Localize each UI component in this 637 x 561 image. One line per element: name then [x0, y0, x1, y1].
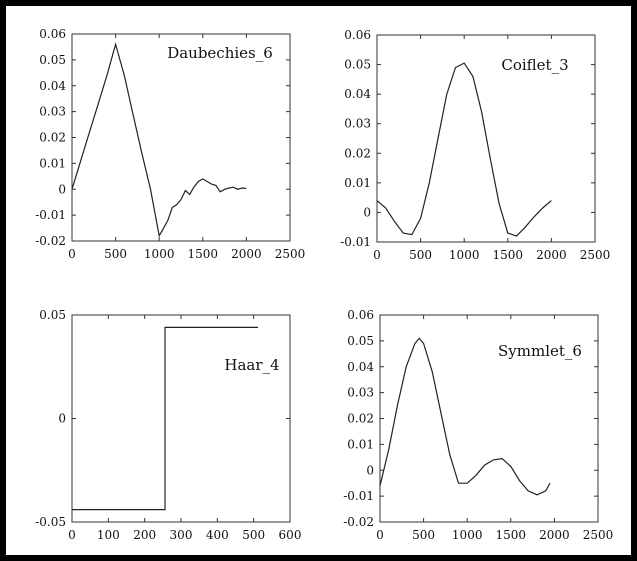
y-tick-label: -0.05	[35, 515, 66, 529]
x-tick-label: 1500	[493, 248, 524, 262]
wavelet-name-label: Symmlet_6	[498, 342, 582, 360]
plot-4: 0 500 1000 1500 2000 2500 -0.02 -0.01 0 0.01 0.02 0…	[343, 308, 613, 542]
x-tick-label: 0	[68, 528, 76, 542]
y-tick-label: 0.03	[344, 117, 371, 131]
x-tick-label: 300	[170, 528, 193, 542]
x-tick-label: 100	[97, 528, 120, 542]
x-tick-label: 1500	[188, 247, 219, 261]
series-line	[72, 326, 258, 511]
x-tick-label: 0	[373, 248, 381, 262]
x-tick-label: 200	[133, 528, 156, 542]
y-tick-label: 0.03	[39, 105, 66, 119]
y-tick-label: 0.06	[347, 308, 374, 322]
plot-frame	[71, 314, 291, 523]
x-tick-label: 500	[104, 247, 127, 261]
wavelet-name-label: Coiflet_3	[501, 56, 568, 74]
y-tick-label: 0.04	[344, 87, 371, 101]
y-tick-label: 0.01	[347, 437, 374, 451]
y-tick-label: 0.02	[347, 412, 374, 426]
x-tick-label: 2000	[539, 528, 570, 542]
x-tick-label: 1000	[452, 528, 483, 542]
x-tick-label: 2500	[580, 248, 611, 262]
x-tick-label: 2500	[275, 247, 306, 261]
y-tick-label: 0	[58, 412, 66, 426]
y-tick-label: 0.04	[39, 79, 66, 93]
y-tick-label: -0.01	[343, 489, 374, 503]
y-tick-label: 0.05	[347, 334, 374, 348]
y-tick-label: 0.02	[39, 131, 66, 145]
series-line	[376, 62, 552, 237]
plot-frame	[71, 33, 291, 242]
y-tick-label: 0.05	[39, 308, 66, 322]
series-line	[379, 337, 551, 496]
y-tick-label: 0.06	[39, 27, 66, 41]
x-tick-label: 1500	[496, 528, 527, 542]
x-tick-label: 400	[206, 528, 229, 542]
y-tick-label: 0.04	[347, 360, 374, 374]
x-tick-label: 500	[242, 528, 265, 542]
x-tick-label: 0	[376, 528, 384, 542]
plot-2: 0 500 1000 1500 2000 2500-0.0100.010.020.030.…	[340, 28, 610, 262]
x-tick-label: 2500	[583, 528, 614, 542]
wavelet-name-label: Daubechies_6	[167, 44, 273, 62]
series-line	[71, 42, 247, 238]
y-tick-label: 0	[363, 205, 371, 219]
plot-1: 0 500 1000 1500 2000 2500 -0.02 -0.01 0 0.01 0.02 0…	[35, 27, 305, 261]
y-tick-label: 0	[58, 182, 66, 196]
wavelet-name-label: Haar_4	[224, 356, 279, 374]
x-tick-label: 0	[68, 247, 76, 261]
y-tick-label: 0.01	[344, 176, 371, 190]
y-tick-label: 0.01	[39, 156, 66, 170]
x-tick-label: 1000	[144, 247, 175, 261]
y-tick-label: 0.02	[344, 146, 371, 160]
x-tick-label: 2000	[536, 248, 567, 262]
y-tick-label: -0.01	[35, 208, 66, 222]
y-tick-label: 0.03	[347, 386, 374, 400]
x-tick-label: 600	[279, 528, 302, 542]
x-tick-label: 2000	[231, 247, 262, 261]
y-tick-label: 0.05	[344, 58, 371, 72]
y-tick-label: -0.02	[343, 515, 374, 529]
y-tick-label: 0.05	[39, 53, 66, 67]
x-tick-label: 500	[409, 248, 432, 262]
y-tick-label: -0.01	[340, 235, 371, 249]
plot-frame	[376, 34, 596, 243]
y-tick-label: 0	[366, 463, 374, 477]
x-tick-label: 1000	[449, 248, 480, 262]
y-tick-label: -0.02	[35, 234, 66, 248]
y-tick-label: 0.06	[344, 28, 371, 42]
x-tick-label: 500	[412, 528, 435, 542]
